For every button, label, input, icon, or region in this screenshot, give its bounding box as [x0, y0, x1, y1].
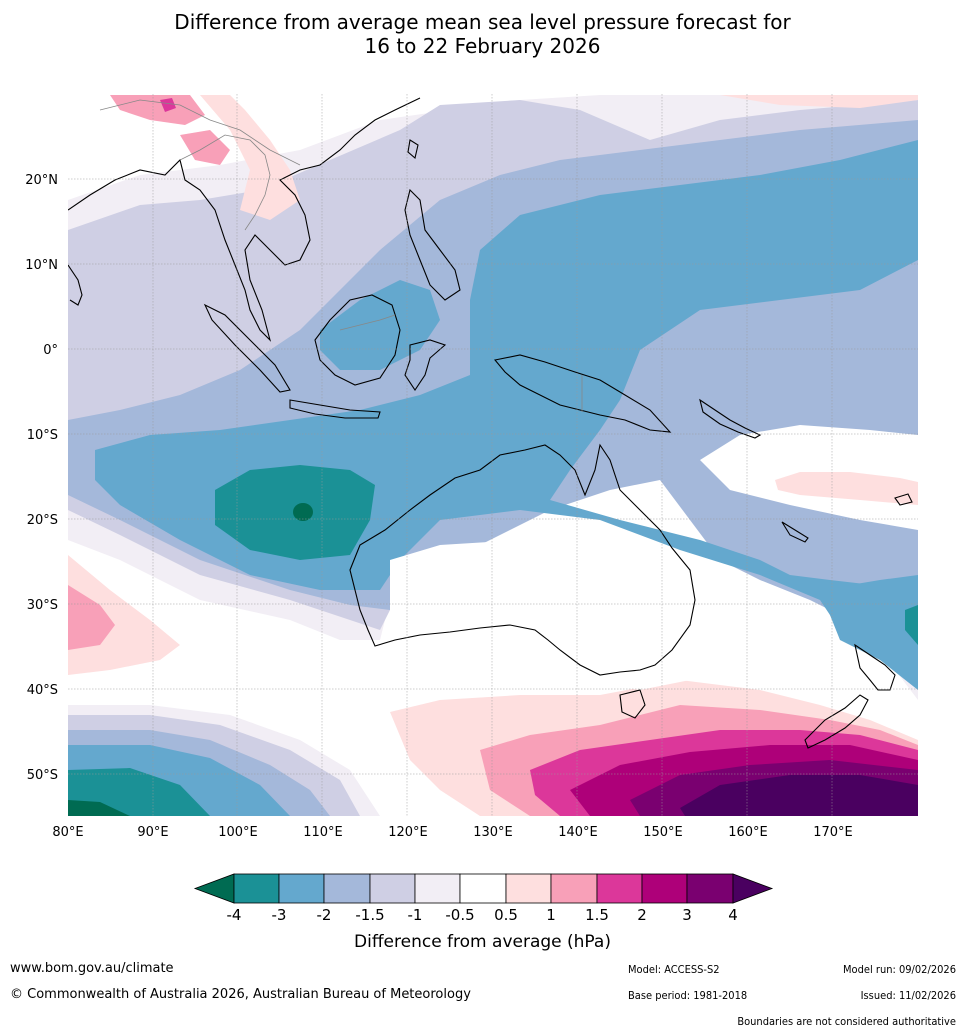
model-info: Model: ACCESS-S2	[628, 963, 720, 976]
colorbar-segment	[596, 873, 643, 904]
colorbar-segment	[641, 873, 688, 904]
lon-label: 100°E	[218, 825, 258, 840]
anomaly-region-south-gt-4	[680, 775, 918, 816]
coastlines	[68, 97, 913, 749]
latitude-labels: 20°N 10°N 0° 10°S 20°S 30°S 40°S 50°S	[25, 173, 58, 783]
colorbar-extend-high	[732, 873, 774, 904]
anomaly-region-below-minus-4	[293, 503, 313, 521]
colorbar-tick-label: 1	[546, 906, 556, 924]
anomaly-region-west-gt-1	[68, 585, 115, 650]
border-borneo	[339, 314, 396, 331]
website-link[interactable]: www.bom.gov.au/climate	[10, 961, 174, 976]
colorbar-segment	[278, 873, 325, 904]
anomaly-region-north-gt-0-5	[100, 95, 300, 220]
solomon-islands-coastline	[699, 398, 762, 439]
lon-label: 160°E	[728, 825, 768, 840]
anomaly-field	[68, 94, 918, 816]
anomaly-region-sw-below-minus-4	[68, 800, 130, 816]
sulawesi-coastline	[404, 339, 447, 391]
lon-label: 110°E	[303, 825, 343, 840]
longitude-labels: 80°E 90°E 100°E 110°E 120°E 130°E 140°E …	[52, 825, 852, 840]
colorbar-tick-label: 4	[728, 906, 738, 924]
colorbar-segment	[550, 873, 598, 904]
copyright-text: © Commonwealth of Australia 2026, Austra…	[10, 987, 471, 1002]
colorbar-segment	[459, 873, 507, 904]
base-period-info: Base period: 1981-2018	[628, 989, 748, 1002]
country-borders	[99, 99, 583, 412]
colorbar-segment	[369, 873, 416, 904]
issued-info: Issued: 11/02/2026	[860, 989, 956, 1002]
colorbar-tick-label: 2	[637, 906, 647, 924]
borneo-coastline	[314, 294, 401, 386]
colorbar-title: Difference from average (hPa)	[354, 932, 611, 952]
colorbar-extend-low	[193, 873, 235, 904]
border-china-south	[99, 99, 301, 166]
new-caledonia-coastline	[781, 521, 809, 543]
lon-label: 150°E	[643, 825, 683, 840]
philippines-coastline	[404, 188, 461, 301]
colorbar-segment	[323, 873, 371, 904]
colorbar-segment	[505, 873, 552, 904]
lat-label: 20°N	[25, 173, 58, 188]
lon-label: 140°E	[558, 825, 598, 840]
australia-coastline	[349, 443, 696, 676]
lat-label: 10°N	[25, 258, 58, 273]
colorbar-tick-label: 0.5	[494, 906, 518, 924]
colorbar-tick-label: 3	[682, 906, 692, 924]
lon-label: 130°E	[473, 825, 513, 840]
india-east-coastline	[68, 264, 83, 306]
anomaly-region-pacific-gt-0-5	[775, 472, 918, 505]
lon-label: 120°E	[388, 825, 428, 840]
colorbar-tick-label: -3	[271, 906, 287, 924]
colorbar-tick-label: -1	[407, 906, 423, 924]
title-line-2: 16 to 22 February 2026	[364, 34, 601, 58]
border-indochina	[179, 134, 271, 231]
anomaly-region-tasman-lt-minus-4	[905, 605, 918, 645]
lat-label: 30°S	[27, 598, 58, 613]
lat-label: 10°S	[27, 428, 58, 443]
anomaly-region-ne-gt-0-5	[720, 95, 918, 108]
lat-label: 40°S	[27, 683, 58, 698]
colorbar-tick-label: -4	[226, 906, 242, 924]
asia-mainland-coastline	[68, 97, 421, 342]
title-line-1: Difference from average mean sea level p…	[174, 10, 791, 34]
colorbar-segment	[233, 873, 280, 904]
anomaly-region-north-gt-1-5	[160, 98, 176, 112]
model-run-info: Model run: 09/02/2026	[843, 963, 956, 976]
boundaries-disclaimer: Boundaries are not considered authoritat…	[737, 1015, 956, 1028]
lon-label: 170°E	[813, 825, 853, 840]
map-title: Difference from average mean sea level p…	[0, 10, 965, 58]
colorbar-segment	[414, 873, 461, 904]
graticule	[68, 94, 918, 816]
new-zealand-south-coastline	[804, 694, 869, 749]
new-zealand-north-coastline	[854, 643, 896, 691]
fiji-coastline	[894, 493, 913, 506]
colorbar-tick-label: 1.5	[585, 906, 609, 924]
colorbar-tick-label: -2	[316, 906, 332, 924]
java-coastline	[289, 399, 381, 419]
anomaly-region-north-gt-1	[110, 95, 230, 165]
anomaly-region-australia-neutral	[390, 540, 720, 690]
tasmania-coastline	[619, 689, 646, 719]
lat-label: 50°S	[27, 768, 58, 783]
new-guinea-coastline	[493, 354, 672, 433]
lon-label: 80°E	[52, 825, 83, 840]
taiwan-coastline	[407, 139, 419, 160]
colorbar-tick-label: -1.5	[355, 906, 385, 924]
lat-label: 0°	[43, 343, 58, 358]
colorbar-segment	[686, 873, 734, 904]
lat-label: 20°S	[27, 513, 58, 528]
colorbar	[193, 873, 774, 904]
lon-label: 90°E	[137, 825, 168, 840]
colorbar-tick-label: -0.5	[445, 906, 475, 924]
sumatra-coastline	[203, 303, 291, 393]
